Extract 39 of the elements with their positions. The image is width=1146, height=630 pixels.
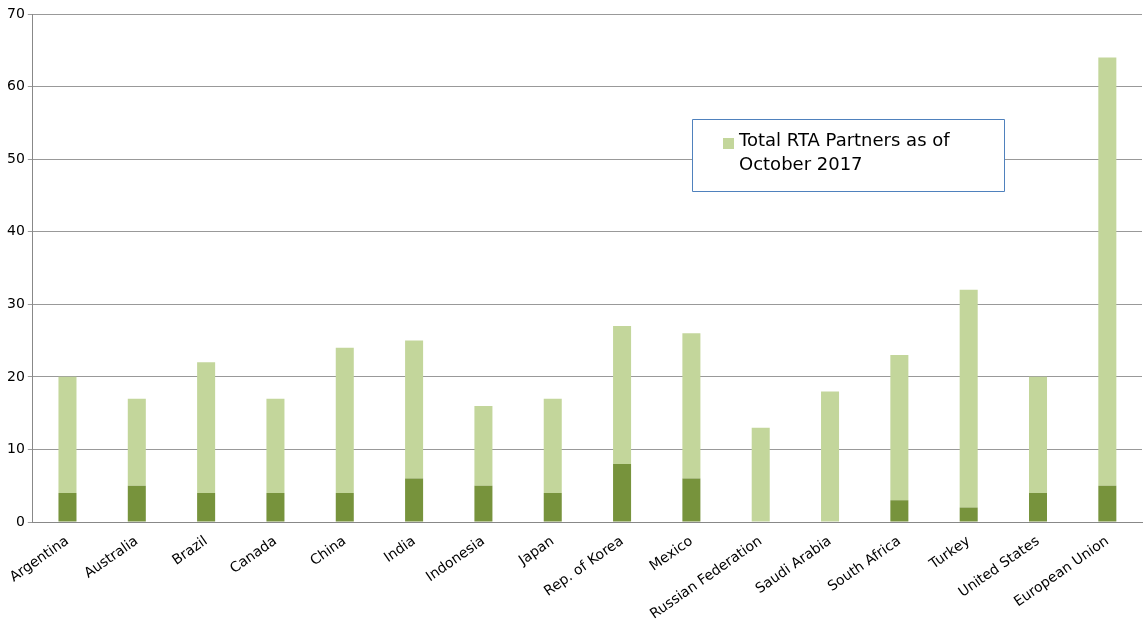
y-tick-label: 40 xyxy=(6,222,25,239)
y-tick-label: 50 xyxy=(6,149,25,166)
bar xyxy=(1098,57,1117,486)
y-tick-label: 10 xyxy=(6,440,25,457)
bar xyxy=(58,492,77,522)
bar xyxy=(405,478,424,522)
y-tick-label: 30 xyxy=(6,294,25,311)
bar xyxy=(266,398,285,493)
bar xyxy=(197,492,216,522)
bar xyxy=(405,340,424,479)
bar xyxy=(197,362,216,493)
bar xyxy=(127,485,146,522)
bar xyxy=(890,355,909,501)
bar xyxy=(613,326,632,464)
bar xyxy=(1029,492,1048,522)
bar xyxy=(821,391,840,522)
bar xyxy=(682,333,701,479)
bar xyxy=(1029,376,1048,493)
bar xyxy=(613,463,632,522)
bar xyxy=(127,398,146,486)
bar xyxy=(751,427,770,522)
bar xyxy=(959,507,978,522)
bar xyxy=(266,492,285,522)
legend-label: Total RTA Partners as of October 2017 xyxy=(738,128,951,174)
y-tick-label: 0 xyxy=(15,512,25,529)
bar xyxy=(335,347,354,493)
bar xyxy=(335,492,354,522)
bar xyxy=(959,289,978,508)
y-tick-label: 20 xyxy=(6,367,25,384)
bar xyxy=(474,405,493,486)
bar xyxy=(890,500,909,522)
bar xyxy=(543,492,562,522)
bar xyxy=(543,398,562,493)
y-tick-label: 70 xyxy=(6,4,25,21)
bar xyxy=(682,478,701,522)
y-tick-label: 60 xyxy=(6,77,25,94)
bar xyxy=(474,485,493,522)
bar xyxy=(58,376,77,493)
bar xyxy=(1098,485,1117,522)
